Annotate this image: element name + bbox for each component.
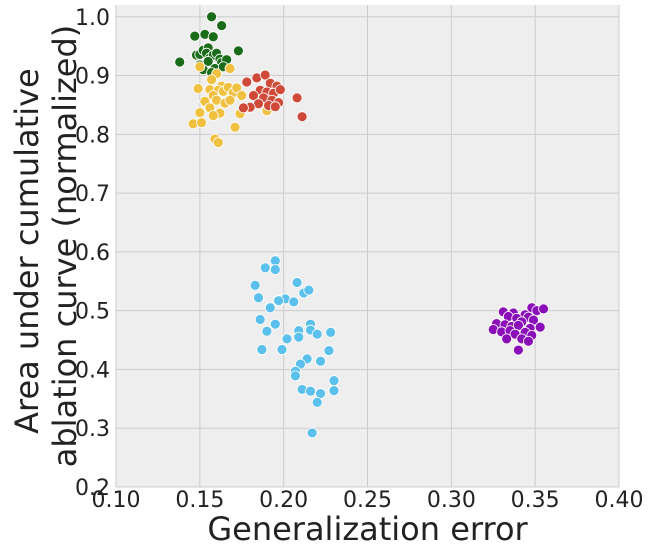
data-point [259, 262, 271, 274]
data-point [296, 111, 308, 123]
x-tick-label: 0.15 [175, 488, 224, 513]
data-point [192, 83, 204, 94]
data-point [248, 90, 259, 101]
x-tick-label: 0.25 [343, 488, 392, 513]
data-point [229, 121, 241, 133]
data-point [538, 303, 549, 315]
data-point [264, 302, 276, 314]
data-point [274, 84, 286, 96]
y-tick-label: 0.9 [75, 65, 110, 90]
data-point [276, 344, 288, 355]
y-tick-label: 0.3 [75, 417, 110, 442]
data-point [253, 292, 264, 304]
data-point [501, 333, 513, 345]
data-point [293, 331, 305, 343]
data-point [224, 63, 236, 74]
data-point [523, 335, 534, 347]
data-point [261, 325, 273, 337]
series-3 [249, 255, 340, 439]
data-point [207, 110, 219, 121]
data-point [174, 56, 186, 68]
data-point [238, 102, 249, 114]
x-tick-label: 0.35 [511, 488, 560, 513]
y-tick-label: 0.4 [75, 358, 110, 383]
data-point [311, 328, 323, 340]
x-tick-label: 0.10 [92, 488, 141, 513]
data-point [303, 284, 315, 296]
data-point [202, 56, 214, 67]
x-tick-label: 0.30 [427, 488, 476, 513]
series-4 [487, 302, 549, 356]
data-point [311, 396, 323, 408]
y-axis-ticks: 0.2 0.3 0.4 0.5 0.6 0.7 0.8 0.9 1.0 [75, 6, 110, 501]
data-point [269, 264, 281, 275]
y-axis-label-line-1: Area under cumulative [8, 68, 46, 434]
y-tick-label: 0.8 [75, 123, 110, 148]
data-point [207, 31, 219, 43]
data-point [194, 61, 206, 73]
y-tick-label: 1.0 [75, 6, 110, 31]
y-tick-label: 0.2 [75, 476, 110, 501]
data-point [269, 318, 281, 330]
data-point [306, 427, 318, 439]
data-point [232, 45, 244, 57]
data-point [281, 333, 293, 345]
data-point [216, 20, 228, 31]
data-point [254, 314, 266, 325]
data-point [189, 30, 201, 42]
data-point [290, 370, 301, 382]
data-point [212, 137, 224, 148]
data-points [174, 11, 549, 439]
data-point [323, 345, 335, 357]
data-point [249, 279, 261, 291]
data-point [288, 296, 300, 308]
y-axis-label: Area under cumulative ablation curve (no… [8, 25, 84, 468]
data-point [259, 69, 271, 81]
y-tick-label: 0.6 [75, 241, 110, 266]
data-point [231, 82, 243, 94]
data-point [328, 385, 340, 397]
x-tick-label: 0.20 [259, 488, 308, 513]
data-point [534, 321, 546, 333]
data-point [241, 76, 253, 88]
data-point [206, 74, 217, 86]
data-point [328, 375, 340, 387]
y-tick-label: 0.5 [75, 300, 110, 325]
data-point [513, 344, 524, 356]
y-axis-label-line-2: ablation curve (normalized) [46, 25, 84, 468]
y-tick-label: 0.7 [75, 182, 110, 207]
data-point [273, 295, 285, 307]
data-point [291, 92, 303, 104]
data-point [291, 277, 303, 288]
data-point [224, 94, 236, 106]
series-2 [238, 69, 308, 123]
data-point [315, 355, 326, 367]
data-point [236, 90, 248, 101]
data-point [194, 107, 206, 118]
x-axis-label: Generalization error [207, 510, 528, 548]
data-point [305, 385, 316, 397]
data-point [269, 101, 281, 113]
x-axis-ticks: 0.10 0.15 0.20 0.25 0.30 0.35 0.40 [92, 488, 644, 513]
data-point [206, 11, 217, 23]
data-point [325, 327, 337, 338]
data-point [256, 344, 268, 355]
x-tick-label: 0.40 [595, 488, 644, 513]
data-point [196, 117, 207, 128]
